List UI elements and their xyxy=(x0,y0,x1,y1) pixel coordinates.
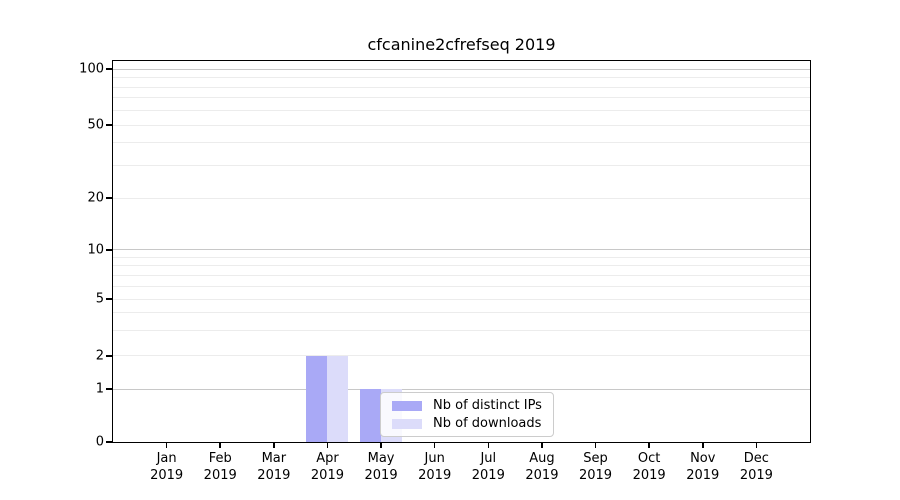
y-tick-label-2: 2 xyxy=(95,348,104,364)
gridline-y-6 xyxy=(113,285,810,287)
legend-item-distinct-ips: Nb of distinct IPs xyxy=(392,397,553,413)
x-tick-month: Feb xyxy=(208,451,232,466)
y-tick-label-50: 50 xyxy=(87,117,104,133)
gridline-y-80 xyxy=(113,86,810,88)
x-tick-month: Sep xyxy=(583,451,608,466)
x-tick-year: 2019 xyxy=(310,468,344,483)
x-tick-year: 2019 xyxy=(686,468,720,483)
x-tick-month: Jul xyxy=(480,451,497,466)
y-tick-0 xyxy=(106,441,112,443)
gridline-y-8 xyxy=(113,265,810,267)
x-tick-apr xyxy=(326,443,329,448)
x-tick-jan xyxy=(165,443,168,448)
x-tick-label-jan: Jan 2019 xyxy=(135,450,199,484)
x-tick-month: May xyxy=(367,451,395,466)
x-tick-label-jun: Jun 2019 xyxy=(403,450,467,484)
x-tick-year: 2019 xyxy=(257,468,291,483)
y-tick-5 xyxy=(106,298,112,300)
gridline-y-2 xyxy=(113,355,810,357)
gridline-y-60 xyxy=(113,109,810,111)
x-tick-label-dec: Dec 2019 xyxy=(724,450,788,484)
y-tick-1 xyxy=(106,388,112,390)
x-tick-label-feb: Feb 2019 xyxy=(188,450,252,484)
x-tick-month: Mar xyxy=(261,451,287,466)
x-tick-month: Oct xyxy=(637,451,661,466)
x-tick-sep xyxy=(594,443,597,448)
x-tick-aug xyxy=(541,443,543,448)
y-tick-label-100: 100 xyxy=(79,61,104,77)
x-tick-month: Jan xyxy=(156,451,177,466)
x-tick-label-mar: Mar 2019 xyxy=(242,450,306,484)
x-tick-month: Dec xyxy=(743,451,769,466)
x-tick-jul xyxy=(487,443,490,448)
x-tick-dec xyxy=(755,443,758,448)
gridline-y-3 xyxy=(113,330,810,332)
gridline-y-90 xyxy=(113,77,810,78)
gridline-y-10 xyxy=(113,249,810,251)
x-tick-year: 2019 xyxy=(632,468,666,483)
y-tick-label-1: 1 xyxy=(95,381,104,397)
gridline-y-1 xyxy=(113,388,810,390)
y-tick-50 xyxy=(106,124,112,126)
legend-label-downloads: Nb of downloads xyxy=(433,415,542,431)
gridline-y-5 xyxy=(113,298,810,300)
x-tick-year: 2019 xyxy=(364,468,398,483)
x-tick-month: Nov xyxy=(690,451,716,466)
x-tick-mar xyxy=(273,443,275,448)
x-tick-year: 2019 xyxy=(578,468,613,483)
y-tick-20 xyxy=(106,197,112,199)
legend-swatch-distinct-ips xyxy=(392,400,422,411)
gridline-y-7 xyxy=(113,274,810,276)
chart-title: cfcanine2cfrefseq 2019 xyxy=(367,35,556,54)
x-tick-jun xyxy=(433,443,436,448)
x-tick-month: Jun xyxy=(424,451,445,466)
bar-nb-of-downloads-apr xyxy=(327,355,349,442)
bar-nb-of-distinct-ips-may xyxy=(360,389,382,442)
x-tick-nov xyxy=(702,443,704,448)
x-tick-label-jul: Jul 2019 xyxy=(456,450,520,484)
y-tick-label-5: 5 xyxy=(95,291,104,307)
gridline-y-20 xyxy=(113,197,810,199)
x-tick-year: 2019 xyxy=(471,468,505,483)
x-tick-label-apr: Apr 2019 xyxy=(295,450,359,484)
x-tick-label-nov: Nov 2019 xyxy=(671,450,735,484)
x-tick-month: Aug xyxy=(529,451,555,466)
y-tick-label-0: 0 xyxy=(95,434,104,450)
x-tick-oct xyxy=(648,443,650,448)
x-tick-year: 2019 xyxy=(418,468,452,483)
x-tick-month: Apr xyxy=(316,451,339,466)
y-tick-label-10: 10 xyxy=(87,242,104,258)
gridline-y-9 xyxy=(113,256,810,258)
y-tick-label-20: 20 xyxy=(87,190,104,206)
x-tick-label-may: May 2019 xyxy=(349,450,413,484)
legend: Nb of distinct IPs Nb of downloads xyxy=(380,392,554,437)
gridline-y-70 xyxy=(113,97,810,99)
bar-nb-of-distinct-ips-apr xyxy=(306,355,328,442)
legend-label-distinct-ips: Nb of distinct IPs xyxy=(433,397,542,413)
x-tick-may xyxy=(380,443,382,448)
gridline-y-40 xyxy=(113,142,810,144)
x-tick-label-sep: Sep 2019 xyxy=(564,450,628,484)
x-tick-year: 2019 xyxy=(525,468,559,483)
x-tick-year: 2019 xyxy=(150,468,184,483)
legend-item-downloads: Nb of downloads xyxy=(392,415,553,431)
y-tick-2 xyxy=(106,355,112,357)
y-tick-10 xyxy=(106,249,112,251)
gridline-y-30 xyxy=(113,165,810,167)
gridline-y-100 xyxy=(113,68,810,70)
gridline-y-4 xyxy=(113,312,810,314)
legend-swatch-downloads xyxy=(392,418,422,429)
x-tick-label-aug: Aug 2019 xyxy=(510,450,574,484)
x-tick-label-oct: Oct 2019 xyxy=(617,450,681,484)
gridline-y-50 xyxy=(113,124,810,126)
x-tick-feb xyxy=(219,443,221,448)
y-tick-100 xyxy=(106,68,112,70)
x-tick-year: 2019 xyxy=(203,468,237,483)
plot-area xyxy=(113,61,810,442)
x-tick-year: 2019 xyxy=(739,468,773,483)
